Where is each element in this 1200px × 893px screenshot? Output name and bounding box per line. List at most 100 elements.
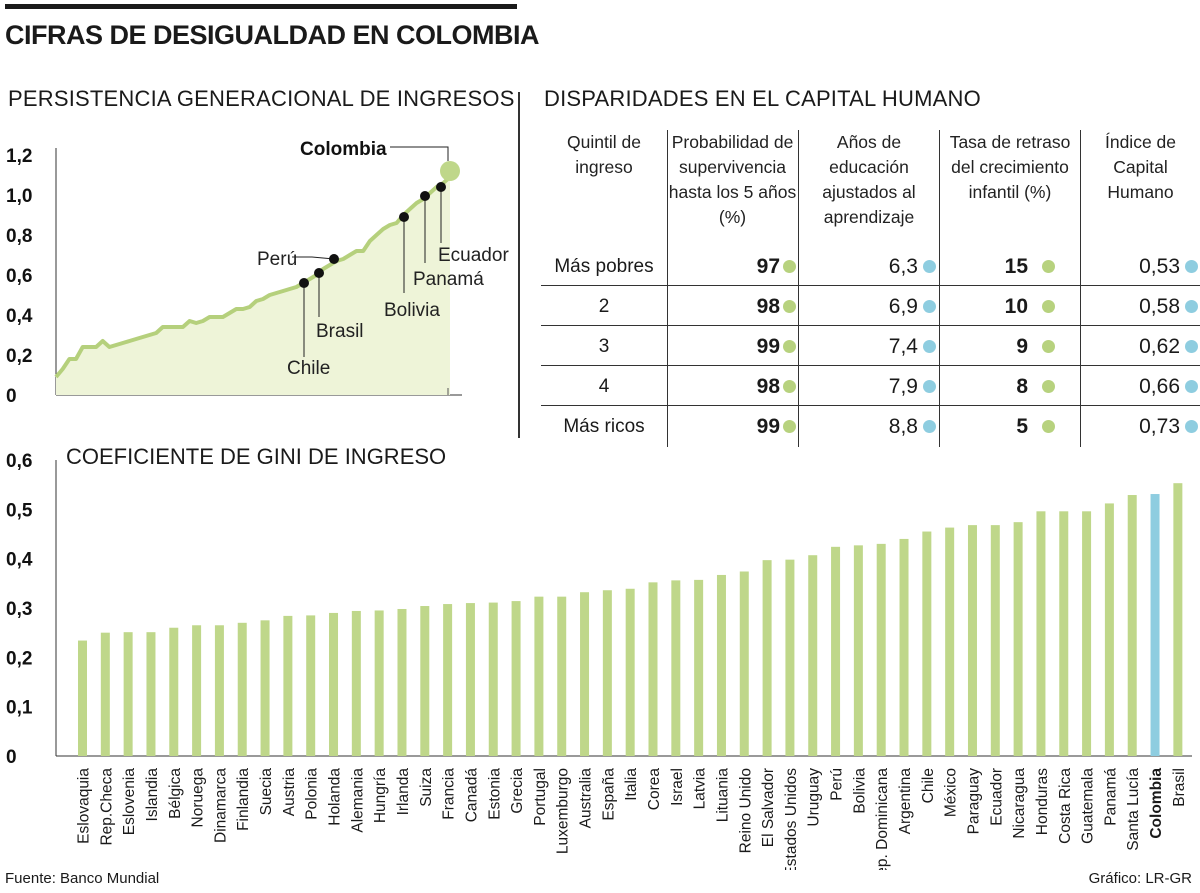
- gini-bar: [853, 545, 863, 756]
- ecuador-point: [436, 182, 446, 192]
- cell-quintile-value: Más ricos: [563, 416, 645, 437]
- row-divider: [541, 285, 1200, 286]
- gini-bar: [192, 625, 202, 756]
- blue-dot-icon: [1185, 299, 1198, 313]
- column-divider: [667, 130, 668, 447]
- cell-hci-value: 0,58: [1139, 295, 1180, 318]
- cell-survival: 99: [667, 407, 796, 447]
- cell-hci: 0,73: [1080, 407, 1198, 447]
- header-education: Años de educación ajustados al aprendiza…: [822, 132, 916, 227]
- header-quintile: Quintil de ingreso: [567, 132, 641, 177]
- gini-y-tick: 0,3: [6, 599, 32, 620]
- cell-stunting: 9: [939, 327, 1055, 367]
- gini-x-label: Suiza: [418, 768, 435, 807]
- gini-x-label: Paraguay: [965, 768, 982, 835]
- cell-education: 6,3: [798, 247, 936, 287]
- gini-x-label: Hungría: [372, 768, 389, 824]
- bolivia-label: Bolivia: [384, 300, 440, 321]
- cell-education-value: 8,8: [888, 415, 918, 438]
- gini-x-label: Lituania: [714, 768, 731, 823]
- gini-bar: [1173, 483, 1183, 756]
- gini-bar: [283, 615, 293, 756]
- blue-dot-icon: [923, 259, 936, 273]
- gini-x-label: México: [943, 768, 960, 817]
- green-dot-icon: [783, 419, 796, 433]
- persistence-y-tick: 0,6: [6, 266, 32, 287]
- gini-bar: [237, 622, 247, 756]
- cell-hci: 0,53: [1080, 247, 1198, 287]
- gini-x-label: Alemania: [349, 768, 366, 833]
- gini-x-label: Estonia: [486, 768, 503, 820]
- gini-bar: [785, 559, 795, 756]
- gini-y-tick: 0,1: [6, 698, 33, 719]
- gini-x-label: Portugal: [532, 768, 549, 826]
- gini-x-label: El Salvador: [760, 768, 777, 847]
- gini-bar: [465, 603, 475, 756]
- gini-x-label: Panamá: [1102, 768, 1119, 826]
- cell-education: 7,9: [798, 367, 936, 407]
- gini-bar: [1150, 494, 1160, 756]
- gini-bar: [78, 640, 87, 756]
- gini-x-label: Perú: [829, 768, 846, 801]
- gini-x-label: Chile: [920, 768, 937, 803]
- gini-x-label: Bolivia: [851, 768, 868, 814]
- cell-quintile: 4: [541, 367, 667, 407]
- blue-dot-icon: [1185, 379, 1198, 393]
- persistence-y-tick: 0,2: [6, 346, 32, 367]
- green-dot-icon: [783, 379, 796, 393]
- persistence-title: PERSISTENCIA GENERACIONAL DE INGRESOS: [8, 86, 515, 111]
- gini-x-label: Canadá: [463, 768, 480, 823]
- persistence-y-tick: 0,8: [6, 226, 32, 247]
- gini-x-label: Islandia: [144, 768, 161, 822]
- gini-bar: [671, 580, 681, 756]
- gini-bar: [580, 592, 590, 756]
- gini-x-label: Costa Rica: [1057, 768, 1074, 844]
- gini-bar: [625, 588, 635, 756]
- cell-quintile-value: 2: [598, 296, 610, 317]
- blue-dot-icon: [923, 419, 936, 433]
- panama-point: [420, 191, 430, 201]
- gini-bar: [488, 602, 498, 756]
- gini-x-label: Eslovenia: [121, 768, 138, 836]
- cell-quintile: 3: [541, 327, 667, 367]
- cell-education-value: 7,4: [888, 335, 918, 358]
- green-dot-icon: [1042, 339, 1055, 353]
- column-divider: [798, 130, 799, 447]
- gini-x-label: Rep.Checa: [98, 768, 115, 846]
- gini-bar: [100, 632, 110, 756]
- cell-hci-value: 0,66: [1139, 375, 1180, 398]
- cell-hci-value: 0,62: [1139, 335, 1180, 358]
- gini-x-label: Australia: [578, 768, 595, 829]
- gini-bar: [1104, 503, 1114, 756]
- green-dot-icon: [783, 259, 796, 273]
- credit-note: Gráfico: LR-GR: [1088, 870, 1192, 887]
- gini-chart: COEFICIENTE DE GINI DE INGRESO 0 0,1 0,2 0,…: [6, 444, 1192, 870]
- gini-title: COEFICIENTE DE GINI DE INGRESO: [66, 444, 446, 469]
- blue-dot-icon: [1185, 339, 1198, 353]
- gini-y-tick: 0,2: [6, 648, 32, 669]
- gini-bar: [990, 525, 1000, 756]
- column-divider: [1080, 130, 1081, 447]
- gini-bar: [146, 632, 156, 756]
- cell-stunting-value: 15: [1004, 255, 1028, 278]
- bolivia-point: [399, 212, 409, 222]
- section-divider: [518, 92, 520, 438]
- title-rule: [5, 4, 517, 9]
- cell-stunting: 15: [939, 247, 1055, 287]
- cell-stunting-value: 10: [1004, 295, 1028, 318]
- cell-hci: 0,66: [1080, 367, 1198, 407]
- gini-bar: [899, 538, 909, 756]
- gini-x-label: Dinamarca: [212, 768, 229, 843]
- cell-survival-value: 99: [756, 335, 780, 358]
- cell-education: 7,4: [798, 327, 936, 367]
- gini-bar: [511, 601, 521, 756]
- green-dot-icon: [1042, 299, 1055, 313]
- gini-x-label: Holanda: [327, 768, 344, 826]
- persistence-area: [56, 177, 450, 395]
- gini-x-label: Luxemburgo: [555, 768, 572, 854]
- gini-bar: [397, 608, 407, 756]
- row-divider: [541, 325, 1200, 326]
- cell-survival-value: 98: [756, 375, 780, 398]
- cell-survival-value: 97: [756, 255, 780, 278]
- row-divider: [541, 405, 1200, 406]
